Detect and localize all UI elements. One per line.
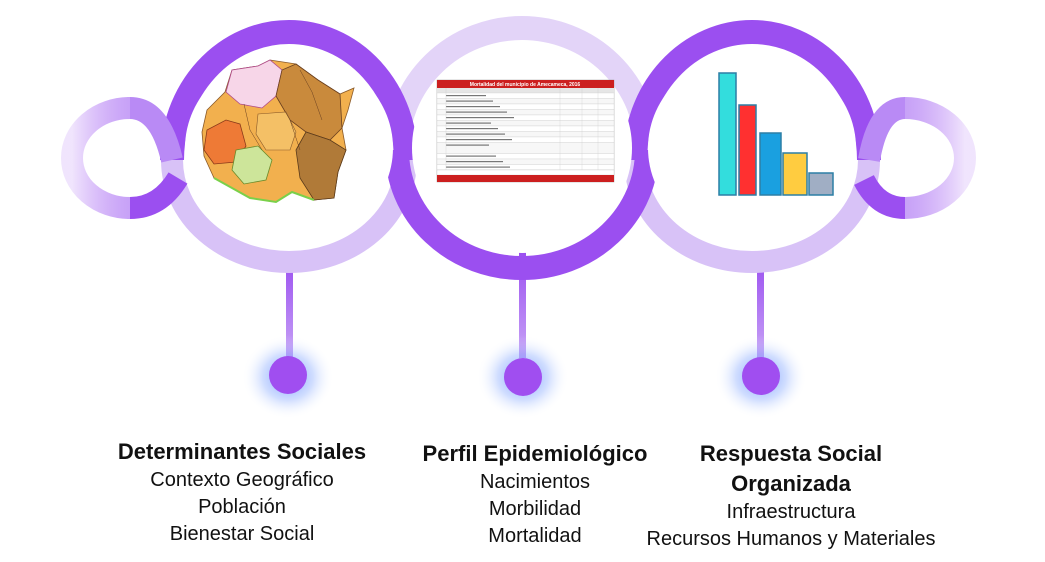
lower-ring-arcs bbox=[161, 149, 880, 280]
outer-connectors bbox=[128, 97, 907, 219]
stem-2 bbox=[519, 252, 526, 358]
column-title: Perfil Epidemiológico bbox=[422, 441, 648, 466]
column-title: Determinantes Sociales bbox=[117, 439, 367, 464]
table-row-text-line bbox=[446, 161, 503, 163]
bar-icon-3 bbox=[759, 132, 782, 196]
table-row-text-line bbox=[446, 155, 496, 157]
dot-1 bbox=[242, 335, 334, 419]
bar-icon-4 bbox=[782, 152, 808, 196]
right-side-arc bbox=[904, 97, 976, 219]
column-item: Recursos Humanos y Materiales bbox=[646, 528, 936, 550]
upper-ring-arcs bbox=[160, 20, 881, 161]
column-respuesta: Respuesta Social Organizada Infraestruct… bbox=[611, 439, 971, 553]
stem-3 bbox=[757, 258, 764, 358]
table-row-text-line bbox=[446, 117, 514, 119]
mortality-table-thumbnail: Mortalidad del municipio de Amecameca, 2… bbox=[436, 79, 615, 183]
table-row-text-line bbox=[446, 128, 498, 130]
map-thumbnail bbox=[201, 59, 355, 204]
bar-icon-5 bbox=[808, 172, 834, 196]
dot-3 bbox=[715, 335, 807, 419]
table-row bbox=[436, 142, 615, 154]
bar-icon-1 bbox=[718, 72, 737, 196]
column-item: Bienestar Social bbox=[169, 523, 315, 545]
table-row-text-line bbox=[446, 122, 491, 124]
table-row-text-line bbox=[446, 133, 505, 135]
table-row-text-line bbox=[446, 95, 486, 97]
table-row-text-line bbox=[446, 166, 510, 168]
table-title: Mortalidad del municipio de Amecameca, 2… bbox=[470, 82, 581, 88]
dot-2 bbox=[477, 335, 569, 419]
table-row-text-line bbox=[446, 106, 500, 108]
bar-chart-icon bbox=[718, 72, 834, 196]
column-determinantes: Determinantes Sociales Contexto Geográfi… bbox=[92, 437, 392, 548]
table-row-text-line bbox=[446, 144, 489, 146]
column-item: Infraestructura bbox=[726, 501, 856, 523]
column-title-line-2: Organizada bbox=[731, 471, 851, 496]
table-row-text-line bbox=[446, 139, 512, 141]
column-item: Contexto Geográfico bbox=[150, 469, 334, 491]
table-row-text-line bbox=[446, 100, 493, 102]
middle-ring-top bbox=[385, 16, 659, 151]
column-item: Morbilidad bbox=[488, 498, 582, 520]
stem-1 bbox=[286, 258, 293, 358]
column-perfil: Perfil Epidemiológico Nacimientos Morbil… bbox=[395, 439, 675, 550]
table-row-text-line bbox=[446, 111, 507, 113]
column-title: Respuesta Social bbox=[699, 441, 883, 466]
column-item: Población bbox=[198, 496, 286, 518]
bar-icon-2 bbox=[738, 104, 757, 196]
left-side-arc bbox=[61, 97, 131, 219]
column-item: Nacimientos bbox=[479, 471, 591, 493]
column-item: Mortalidad bbox=[488, 525, 582, 547]
table-rows bbox=[436, 88, 615, 176]
